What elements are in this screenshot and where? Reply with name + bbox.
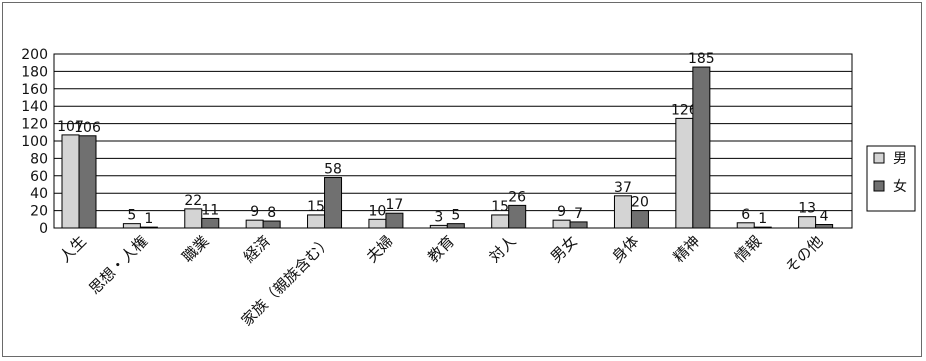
- data-label: 1: [144, 211, 153, 227]
- bar-male: [552, 219, 571, 229]
- bar-female: [385, 212, 404, 229]
- data-label: 17: [386, 197, 404, 213]
- bar-female: [569, 221, 588, 229]
- y-tick-label: 160: [21, 82, 48, 98]
- y-tick-label: 60: [30, 169, 48, 185]
- bar-male: [736, 222, 755, 229]
- bar-female: [262, 220, 281, 229]
- category-label: 情報: [731, 232, 765, 266]
- legend-label: 男: [893, 151, 907, 167]
- data-label: 1: [758, 211, 767, 227]
- category-label: 人生: [56, 232, 90, 266]
- category-label: 教育: [424, 232, 458, 266]
- data-label: 4: [820, 209, 829, 225]
- y-tick-label: 100: [21, 134, 48, 150]
- category-label: その他: [782, 232, 827, 277]
- data-label: 107: [57, 119, 84, 135]
- y-tick-label: 20: [30, 204, 48, 220]
- bar-male: [122, 223, 141, 229]
- data-label: 3: [434, 209, 443, 225]
- data-label: 106: [74, 120, 101, 136]
- y-tick-label: 180: [21, 64, 48, 80]
- y-tick-label: 140: [21, 99, 48, 115]
- bar-female: [508, 204, 527, 229]
- bar-male: [368, 218, 387, 229]
- data-label: 5: [451, 208, 460, 224]
- chart-frame: 0 20 40 60 80 100 120 140 160 180 200 107 106 人生 5 1 思想・…: [2, 2, 922, 357]
- bar-female: [630, 210, 649, 229]
- data-label: 22: [184, 193, 202, 209]
- data-label: 37: [614, 180, 632, 196]
- data-label: 185: [688, 51, 715, 67]
- bar-male: [798, 216, 817, 229]
- category-label: 身体: [608, 232, 642, 266]
- data-label: 20: [631, 195, 649, 211]
- bar-male: [675, 117, 694, 229]
- bar-female: [201, 217, 220, 229]
- data-label: 9: [557, 204, 566, 220]
- data-label: 13: [798, 201, 816, 217]
- data-label: 7: [574, 206, 583, 222]
- bar-male: [491, 214, 510, 229]
- y-tick-label: 80: [30, 151, 48, 167]
- bar-male: [245, 219, 264, 229]
- data-label: 8: [267, 205, 276, 221]
- bar-male: [307, 214, 326, 229]
- data-label: 126: [671, 102, 698, 118]
- data-label: 15: [307, 199, 325, 215]
- bar-female: [324, 177, 343, 229]
- data-label: 11: [201, 202, 219, 218]
- y-tick-label: 40: [30, 186, 48, 202]
- legend-swatch: [873, 152, 885, 164]
- data-label: 5: [127, 208, 136, 224]
- data-label: 6: [741, 207, 750, 223]
- category-label: 夫婦: [363, 232, 397, 266]
- data-label: 26: [508, 189, 526, 205]
- y-tick-label: 120: [21, 117, 48, 133]
- category-label: 思想・人権: [85, 232, 151, 298]
- bar-female: [78, 135, 97, 229]
- y-tick-label: 200: [21, 47, 48, 63]
- bar-female: [692, 66, 711, 229]
- data-label: 15: [491, 199, 509, 215]
- legend-label: 女: [893, 178, 907, 195]
- category-label: 男女: [547, 232, 581, 266]
- bar-male: [613, 195, 632, 229]
- data-label: 10: [369, 203, 387, 219]
- bar-male: [184, 208, 203, 229]
- data-label: 9: [250, 204, 259, 220]
- legend-swatch: [873, 180, 885, 192]
- bar-male: [61, 134, 80, 229]
- category-label: 精神: [670, 232, 704, 266]
- category-label: 対人: [486, 232, 520, 266]
- category-label: 職業: [179, 232, 213, 266]
- bar-female: [446, 223, 465, 229]
- y-tick-label: 0: [39, 221, 48, 237]
- bar-female: [815, 224, 834, 229]
- category-label: 経済: [240, 232, 274, 266]
- data-label: 58: [324, 162, 342, 178]
